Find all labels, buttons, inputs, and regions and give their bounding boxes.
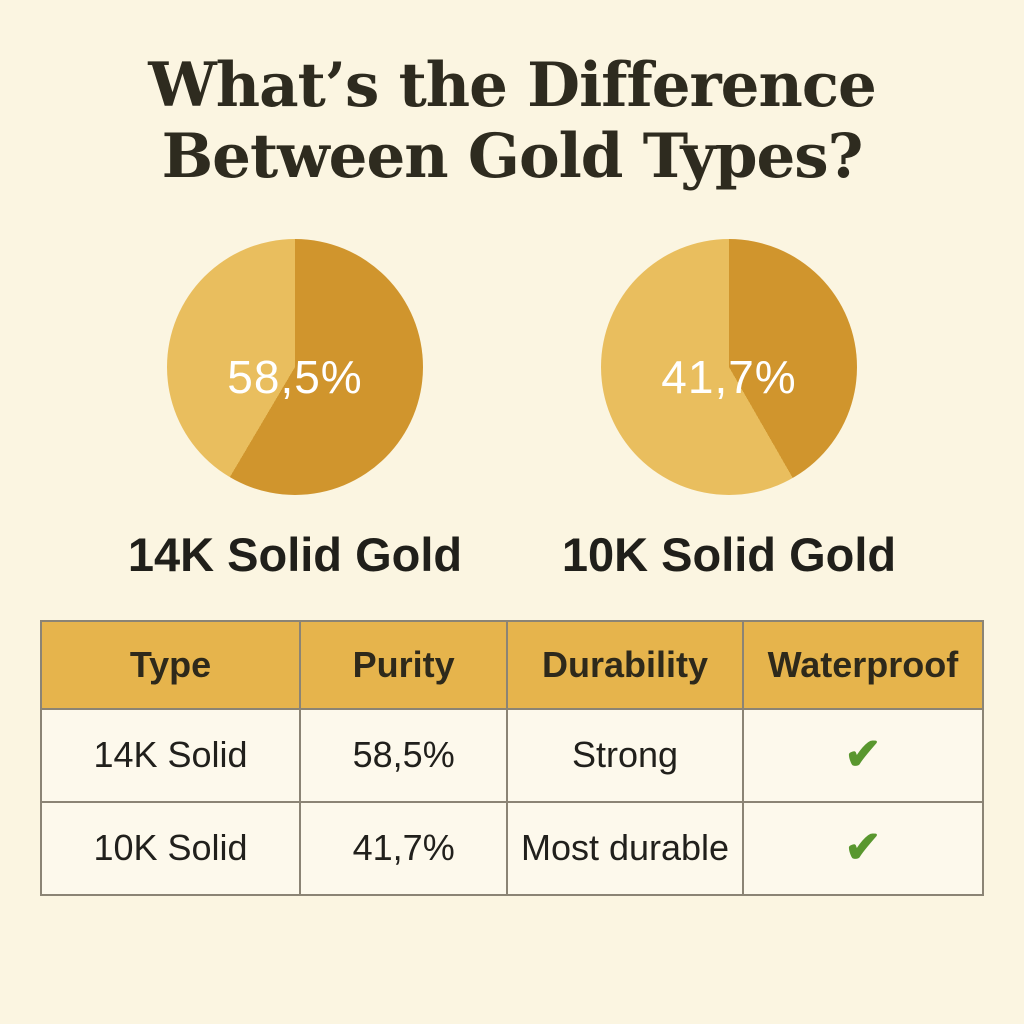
cell-purity-14k: 58,5% <box>299 707 509 803</box>
column-header-type: Type <box>39 619 302 710</box>
comparison-table-wrapper: Type Purity Durability Waterproof 14K So… <box>39 619 985 896</box>
cell-waterproof-10k: ✔ <box>741 800 985 896</box>
pie-chart-14k: 58,5% <box>167 238 423 495</box>
cell-type-10k: 10K Solid <box>39 800 302 896</box>
pie-chart-10k: 41,7% <box>601 238 857 495</box>
column-header-purity: Purity <box>299 619 509 710</box>
table-row: 10K Solid 41,7% Most durable ✔ <box>39 800 985 896</box>
table-row: 14K Solid 58,5% Strong ✔ <box>39 707 985 803</box>
cell-durability-10k: Most durable <box>506 800 744 896</box>
cell-durability-14k: Strong <box>506 707 744 803</box>
cell-waterproof-14k: ✔ <box>741 707 985 803</box>
pie-percentage-label-14k: 58,5% <box>227 350 363 403</box>
page-title-line-1: What’s the Difference <box>148 50 877 121</box>
pie-percentage-label-10k: 41,7% <box>661 350 797 403</box>
pie-block-10k: 41,7% 10K Solid Gold <box>534 238 924 582</box>
pie-caption-10k: 10K Solid Gold <box>561 527 897 581</box>
pie-block-14k: 58,5% 14K Solid Gold <box>100 238 490 582</box>
pie-charts-row: 58,5% 14K Solid Gold 41,7% 10K Solid Gol… <box>0 238 1024 582</box>
pie-caption-14k: 14K Solid Gold <box>127 527 463 581</box>
table-header-row: Type Purity Durability Waterproof <box>39 619 985 710</box>
page-title-line-2: Between Gold Types? <box>161 121 864 193</box>
cell-purity-10k: 41,7% <box>299 800 509 896</box>
comparison-table: Type Purity Durability Waterproof 14K So… <box>39 619 985 896</box>
checkmark-icon: ✔ <box>844 822 882 872</box>
page-title: What’s the Difference Between Gold Types… <box>0 50 1024 193</box>
column-header-durability: Durability <box>506 619 744 710</box>
checkmark-icon: ✔ <box>844 729 882 779</box>
column-header-waterproof: Waterproof <box>741 619 985 710</box>
cell-type-14k: 14K Solid <box>39 707 302 803</box>
